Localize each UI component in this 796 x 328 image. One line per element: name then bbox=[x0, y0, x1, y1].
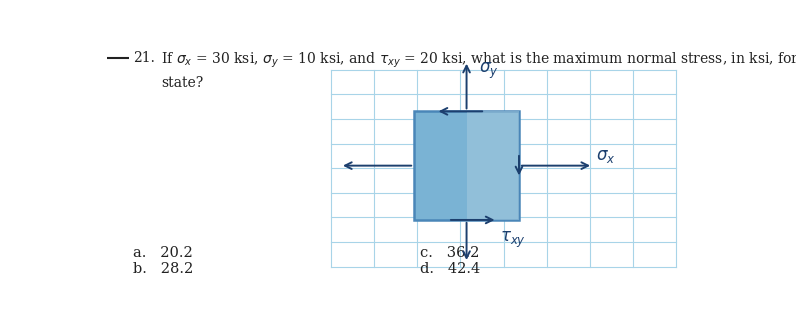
Text: d.   42.4: d. 42.4 bbox=[420, 261, 481, 276]
Text: $\sigma_y$: $\sigma_y$ bbox=[479, 61, 498, 81]
Text: 21.: 21. bbox=[134, 51, 155, 65]
Text: $\sigma_x$: $\sigma_x$ bbox=[596, 147, 615, 165]
Text: state?: state? bbox=[161, 76, 204, 90]
Text: If $\sigma_x$ = 30 ksi, $\sigma_y$ = 10 ksi, and $\tau_{xy}$ = 20 ksi, what is t: If $\sigma_x$ = 30 ksi, $\sigma_y$ = 10 … bbox=[161, 51, 796, 70]
Text: c.   36.2: c. 36.2 bbox=[420, 246, 480, 260]
Text: a.   20.2: a. 20.2 bbox=[134, 246, 193, 260]
Bar bbox=[414, 111, 519, 220]
Text: $\tau_{xy}$: $\tau_{xy}$ bbox=[501, 230, 526, 250]
Text: b.   28.2: b. 28.2 bbox=[134, 261, 193, 276]
Bar bbox=[466, 111, 519, 220]
